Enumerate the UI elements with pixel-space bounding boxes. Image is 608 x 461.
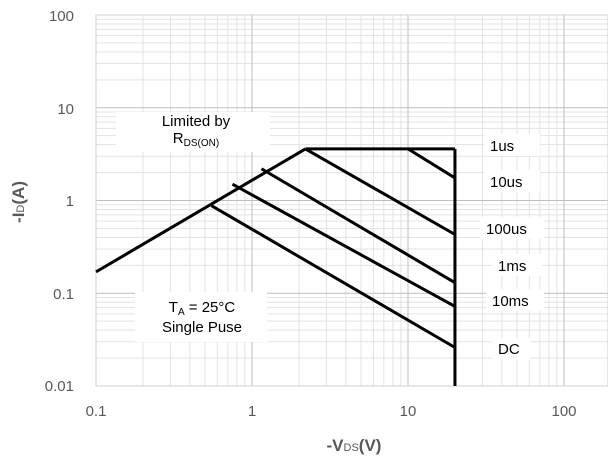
series-label-bg-1ms bbox=[492, 254, 542, 276]
y-axis-title-main: -I bbox=[9, 213, 28, 223]
series-line-1us bbox=[407, 147, 456, 180]
ta-sub: A bbox=[178, 307, 185, 318]
series-label-bg-10ms bbox=[486, 289, 544, 311]
single-pulse-label: Single Puse bbox=[162, 319, 242, 336]
y-axis-title-unit: (A) bbox=[9, 181, 28, 205]
conditions-label-bg bbox=[135, 292, 267, 342]
rds-on-sub: DS(ON) bbox=[184, 138, 220, 149]
x-tick-label-1: 1 bbox=[248, 403, 256, 420]
series-label-1ms: 1ms bbox=[498, 258, 526, 275]
series-line-10ms bbox=[210, 204, 456, 349]
x-axis-title-sub: DS bbox=[344, 442, 359, 454]
ta-rest: = 25°C bbox=[185, 299, 236, 316]
y-tick-label-4: 100 bbox=[49, 8, 74, 25]
series-label-10us: 10us bbox=[490, 174, 523, 191]
series-label-100us: 100us bbox=[486, 221, 527, 238]
series-label-bg-100us bbox=[480, 217, 544, 239]
series-line-100us bbox=[260, 167, 456, 284]
series-line-1ms bbox=[231, 182, 456, 308]
soa-lines bbox=[95, 147, 457, 386]
y-tick-label-1: 0.1 bbox=[53, 286, 74, 303]
rds-on-label: RDS(ON) bbox=[173, 130, 219, 149]
y-axis-title: -ID(A) bbox=[9, 181, 28, 223]
ta-label: TA = 25°C bbox=[169, 299, 236, 318]
series-label-1us: 1us bbox=[490, 138, 514, 155]
series-label-dc: DC bbox=[498, 341, 520, 358]
rds-on-main: R bbox=[173, 130, 184, 147]
series-label-10ms: 10ms bbox=[492, 293, 529, 310]
limited-by-label: Limited by bbox=[162, 113, 231, 130]
series-labels: 1us 10us 100us 1ms 10ms DC bbox=[480, 134, 544, 360]
y-axis-title-sub: D bbox=[15, 205, 27, 213]
ta-main: T bbox=[169, 299, 178, 316]
y-tick-label-0: 0.01 bbox=[45, 378, 74, 395]
y-tick-label-3: 10 bbox=[57, 101, 74, 118]
rds-on-limit-line bbox=[95, 147, 307, 274]
x-tick-label-0: 0.1 bbox=[86, 403, 107, 420]
x-tick-label-2: 10 bbox=[400, 403, 417, 420]
x-axis-title-unit: (V) bbox=[359, 436, 382, 455]
limited-by-label-bg bbox=[116, 112, 270, 152]
plot-border bbox=[95, 14, 608, 387]
series-label-bg-1us bbox=[484, 134, 540, 156]
x-axis-title: -VDS(V) bbox=[327, 436, 382, 455]
x-tick-label-3: 100 bbox=[551, 403, 576, 420]
series-label-bg-10us bbox=[484, 170, 540, 192]
y-tick-label-2: 1 bbox=[66, 193, 74, 210]
series-label-bg-dc bbox=[492, 338, 530, 360]
x-axis-title-main: -V bbox=[327, 436, 345, 455]
series-line-10us bbox=[304, 147, 456, 236]
